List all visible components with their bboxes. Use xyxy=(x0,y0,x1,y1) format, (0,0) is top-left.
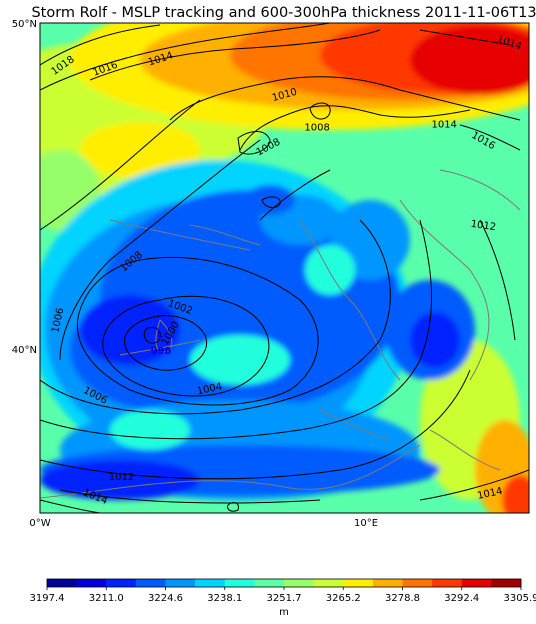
isobar-label: 1006 xyxy=(50,307,66,334)
isobar-label: 1014 xyxy=(476,486,503,502)
colorbar-tick-label: 3278.8 xyxy=(385,593,420,604)
colorbar-tick-label: 3211.0 xyxy=(89,593,124,604)
colorbar-swatches xyxy=(47,579,522,587)
colorbar-swatch xyxy=(343,579,374,587)
isobars xyxy=(40,23,529,513)
colorbar-swatch xyxy=(461,579,492,587)
colorbar-swatch xyxy=(195,579,226,587)
colorbar-swatch xyxy=(402,579,433,587)
isobar-label: 1008 xyxy=(304,123,329,134)
colorbar-tick-label: 3265.2 xyxy=(326,593,361,604)
colorbar-tick-label: 3197.4 xyxy=(30,593,65,604)
colorbar-tick-label: 3251.7 xyxy=(267,593,302,604)
lon-label-0w: 0°W xyxy=(29,518,50,529)
lon-label-10e: 10°E xyxy=(354,518,378,529)
colorbar-unit: m xyxy=(279,607,289,618)
thickness-field xyxy=(40,23,529,513)
lat-label-50n: 50°N xyxy=(12,19,37,30)
low-pressure-marker: L xyxy=(157,327,164,340)
colorbar-swatch xyxy=(372,579,403,587)
colorbar-swatch xyxy=(47,579,77,587)
colorbar-swatch xyxy=(284,579,314,587)
colorbar-swatch xyxy=(432,579,463,587)
low-pressure-value: 998 xyxy=(151,346,172,357)
colorbar-swatch xyxy=(135,579,166,587)
colorbar-swatch xyxy=(491,579,522,587)
colorbar-swatch xyxy=(313,579,344,587)
colorbar: 3197.4 3211.0 3224.6 3238.1 3251.7 3265.2 3278… xyxy=(30,578,536,618)
lat-label-40n: 40°N xyxy=(12,345,37,356)
colorbar-tick-label: 3238.1 xyxy=(207,593,242,604)
map-title: Storm Rolf - MSLP tracking and 600-300hP… xyxy=(31,5,536,21)
colorbar-swatch xyxy=(254,579,285,587)
map-frame xyxy=(39,22,530,514)
isobar-label: 1012 xyxy=(109,472,134,483)
colorbar-ticks: 3197.4 3211.0 3224.6 3238.1 3251.7 3265.2 3278… xyxy=(30,587,536,604)
map-area: 1018 101610141014101010081008101410161012… xyxy=(40,23,529,513)
colorbar-swatch xyxy=(106,579,137,587)
colorbar-swatch xyxy=(224,579,255,587)
latitude-labels: 50°N 40°N xyxy=(12,19,37,356)
isobar-label: 1014 xyxy=(431,119,456,130)
colorbar-swatch xyxy=(76,579,107,587)
isobar-label: 1004 xyxy=(196,381,223,397)
colorbar-tick-label: 3292.4 xyxy=(444,593,479,604)
colorbar-tick-label: 3305.9 xyxy=(504,593,536,604)
colorbar-swatch xyxy=(165,579,196,587)
longitude-labels: 0°W 10°E xyxy=(29,518,378,529)
isobar-label: 1012 xyxy=(470,219,497,233)
colorbar-tick-label: 3224.6 xyxy=(148,593,183,604)
